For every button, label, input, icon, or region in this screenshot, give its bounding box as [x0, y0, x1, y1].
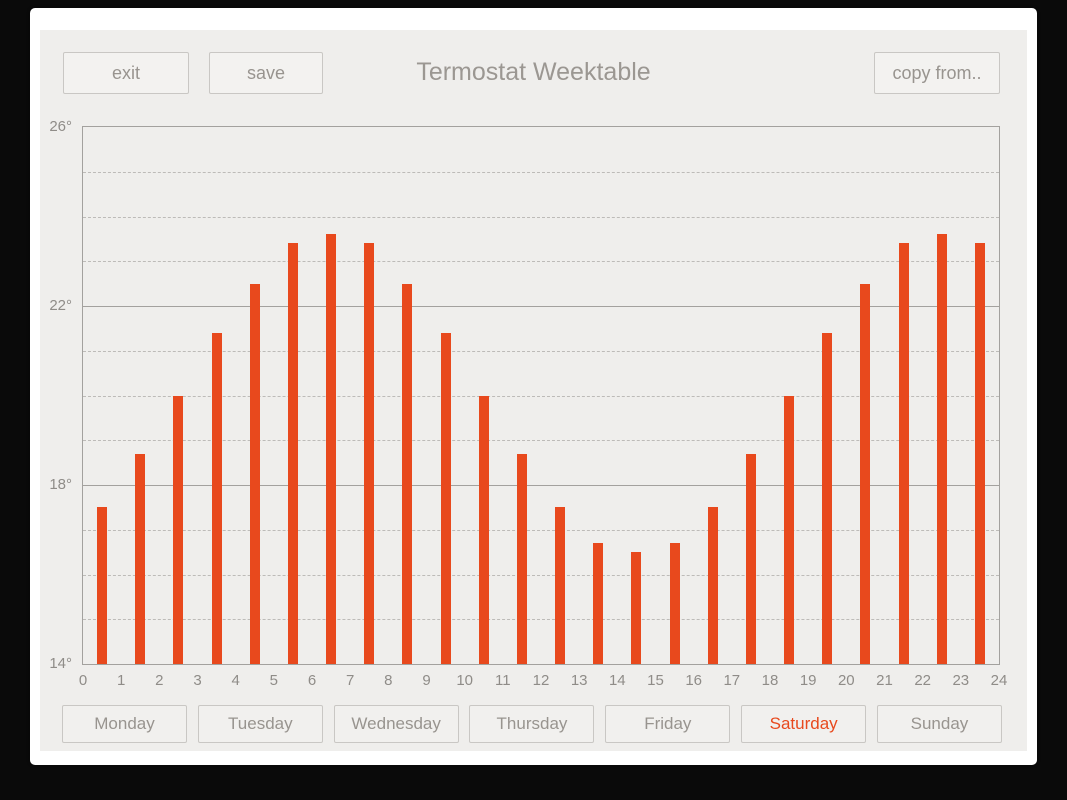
bar-hour-10[interactable]: [478, 395, 489, 664]
bar-hour-18[interactable]: [784, 395, 795, 664]
x-tick-label-1: 1: [117, 672, 126, 689]
day-tab-saturday[interactable]: Saturday: [741, 705, 867, 743]
bar-hour-8[interactable]: [402, 283, 413, 664]
x-axis-labels: 0 1 2 3 4 5 6 7 8 9 10 11 12 13 14 15 16 17 18 19 20 21 22 23 24: [79, 672, 1008, 692]
x-tick-label-11: 11: [495, 672, 511, 689]
x-tick-label-19: 19: [799, 672, 817, 689]
bar-hour-0[interactable]: [97, 507, 108, 664]
x-tick-label-15: 15: [647, 672, 664, 689]
day-tab-monday[interactable]: Monday: [62, 705, 187, 743]
save-button[interactable]: save: [209, 52, 323, 94]
gridline-minor-16: [83, 574, 999, 576]
day-tab-thursday[interactable]: Thursday: [469, 705, 595, 743]
day-tab-sunday[interactable]: Sunday: [876, 705, 1002, 743]
gridline-minor-25: [83, 171, 999, 173]
bar-hour-4[interactable]: [249, 283, 260, 664]
bar-hour-5[interactable]: [287, 243, 298, 664]
x-tick-label-21: 21: [876, 672, 893, 689]
x-tick-label-18: 18: [761, 672, 779, 689]
bar-hour-17[interactable]: [745, 453, 756, 664]
x-tick-label-9: 9: [422, 672, 431, 689]
plot-area: [82, 126, 1000, 665]
gridline-minor-15: [83, 619, 999, 621]
day-tabs: Monday Tuesday Wednesday Thursday Friday Satu…: [62, 705, 1002, 743]
x-tick-label-0: 0: [78, 672, 88, 689]
x-tick-label-7: 7: [346, 672, 355, 689]
x-tick-label-3: 3: [193, 672, 202, 689]
x-tick-label-23: 23: [952, 672, 970, 689]
bar-hour-21[interactable]: [898, 243, 909, 664]
bar-hour-19[interactable]: [822, 332, 833, 664]
bar-hour-22[interactable]: [936, 234, 947, 664]
gridline-major-18: [83, 485, 999, 486]
bar-hour-11[interactable]: [516, 453, 527, 664]
x-tick-label-14: 14: [608, 672, 626, 689]
bar-hour-15[interactable]: [669, 543, 680, 664]
gridline-minor-24: [83, 216, 999, 218]
bar-hour-1[interactable]: [135, 453, 146, 664]
x-tick-label-20: 20: [837, 672, 855, 689]
bar-hour-9[interactable]: [440, 332, 451, 664]
bar-hour-12[interactable]: [555, 507, 566, 664]
bar-hour-23[interactable]: [974, 243, 985, 664]
thermostat-panel: exit save Termostat Weektable copy from.…: [30, 8, 1037, 765]
bar-hour-13[interactable]: [593, 543, 604, 664]
gridline-minor-19: [83, 440, 999, 442]
x-tick-label-4: 4: [231, 672, 240, 689]
x-tick-label-24: 24: [990, 672, 1008, 689]
x-tick-label-2: 2: [155, 672, 164, 689]
x-tick-label-16: 16: [685, 672, 703, 689]
weektable-screen: exit save Termostat Weektable copy from.…: [40, 30, 1027, 751]
y-tick-label-18: 18°: [49, 476, 72, 493]
day-tab-tuesday[interactable]: Tuesday: [197, 705, 323, 743]
x-tick-label-12: 12: [532, 672, 550, 689]
gridline-minor-23: [83, 261, 999, 263]
x-tick-label-22: 22: [914, 672, 932, 689]
x-tick-label-6: 6: [307, 672, 317, 689]
y-tick-label-14: 14°: [49, 655, 72, 672]
x-tick-label-5: 5: [269, 672, 278, 689]
exit-button[interactable]: exit: [63, 52, 189, 94]
y-tick-label-22: 22°: [49, 297, 72, 314]
bar-hour-3[interactable]: [211, 332, 222, 664]
bar-hour-2[interactable]: [173, 395, 184, 664]
x-tick-label-13: 13: [570, 672, 588, 689]
x-tick-label-8: 8: [384, 672, 393, 689]
x-tick-label-17: 17: [723, 672, 741, 689]
copy-from-button[interactable]: copy from..: [874, 52, 1000, 94]
gridline-minor-21: [83, 350, 999, 352]
y-tick-label-26: 26°: [49, 118, 72, 135]
day-tab-friday[interactable]: Friday: [605, 705, 731, 743]
page-title: Termostat Weektable: [416, 58, 651, 86]
bar-hour-7[interactable]: [364, 243, 375, 664]
gridline-major-22: [83, 306, 999, 307]
bar-hour-16[interactable]: [707, 507, 718, 664]
bar-hour-14[interactable]: [631, 552, 642, 664]
y-axis-labels: 14° 18° 22° 26°: [40, 118, 77, 672]
day-tab-wednesday[interactable]: Wednesday: [333, 705, 459, 743]
gridline-minor-17: [83, 529, 999, 531]
bar-hour-6[interactable]: [326, 234, 337, 664]
bar-hour-20[interactable]: [860, 283, 871, 664]
gridline-minor-20: [83, 395, 999, 397]
x-tick-label-10: 10: [456, 672, 474, 689]
